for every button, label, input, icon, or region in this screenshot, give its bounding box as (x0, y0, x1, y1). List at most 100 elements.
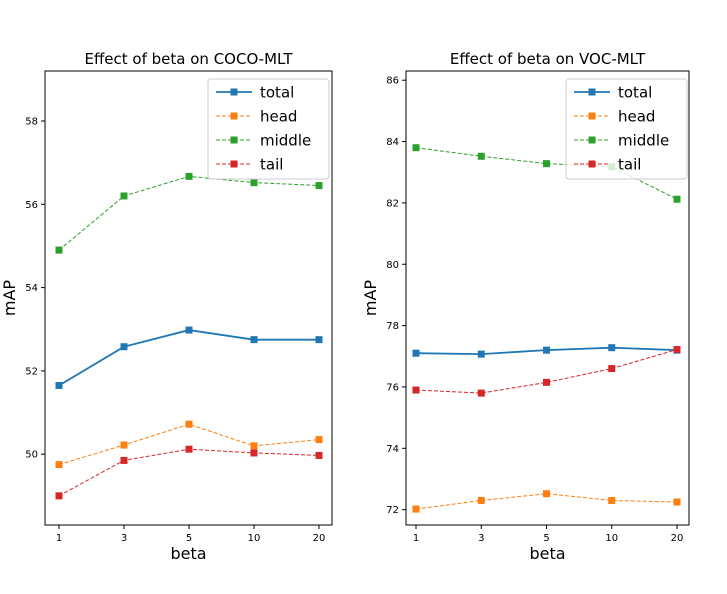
x-tick-label: 1 (56, 533, 62, 544)
series-tail (55, 445, 323, 500)
y-tick-label: 54 (25, 283, 38, 294)
y-axis-label: mAP (361, 280, 380, 317)
data-point-head (315, 436, 323, 444)
data-point-head (412, 505, 420, 513)
series-line-tail (58, 448, 320, 497)
data-point-head (673, 498, 681, 506)
data-point-total (543, 346, 550, 354)
data-point-tail (673, 346, 681, 354)
legend-label-head: head (260, 108, 297, 126)
data-point-tail (185, 445, 193, 453)
data-point-tail (315, 451, 323, 459)
series-middle (55, 172, 323, 254)
x-tick-label: 10 (248, 533, 261, 544)
series-line-tail (415, 349, 678, 394)
chart-title: Effect of beta on VOC-MLT (450, 50, 646, 68)
x-axis-label: beta (170, 544, 206, 563)
data-point-middle (120, 192, 128, 200)
y-tick-label: 80 (386, 260, 399, 271)
x-tick-label: 1 (413, 533, 419, 544)
legend-marker-middle (588, 136, 596, 144)
data-point-tail (477, 389, 485, 397)
data-point-middle (315, 182, 323, 190)
data-point-total (250, 336, 258, 344)
data-point-head (477, 496, 485, 504)
legend-marker-head (230, 112, 238, 120)
x-tick-label: 3 (121, 533, 127, 544)
data-point-middle (55, 246, 63, 254)
data-point-tail (412, 386, 420, 394)
legend: total head middle tail (207, 78, 330, 180)
y-axis-label: mAP (0, 280, 19, 317)
legend-label-total: total (618, 84, 652, 102)
data-point-head (608, 496, 616, 504)
data-point-total (120, 343, 128, 351)
x-tick-label: 20 (671, 533, 684, 544)
legend-marker-tail (230, 160, 238, 168)
x-axis-label: beta (529, 544, 565, 563)
data-point-total (412, 349, 420, 357)
plot-frame (405, 70, 690, 526)
y-tick-label: 82 (386, 198, 399, 209)
legend-marker-tail (588, 160, 596, 168)
series-head (412, 490, 681, 513)
data-point-middle (250, 179, 258, 187)
y-tick-label: 86 (386, 76, 399, 87)
legend-label-tail: tail (260, 156, 283, 174)
legend-marker-middle (230, 136, 238, 144)
legend-label-total: total (260, 84, 294, 102)
data-point-head (120, 441, 128, 449)
data-point-tail (608, 365, 616, 373)
data-point-middle (412, 144, 420, 152)
data-point-tail (120, 456, 128, 464)
data-point-total (185, 326, 193, 334)
data-point-head (250, 442, 258, 450)
data-point-total (608, 344, 616, 352)
y-tick-label: 50 (25, 450, 38, 461)
y-tick-label: 84 (386, 137, 399, 148)
y-tick-label: 76 (386, 382, 399, 393)
data-point-total (477, 350, 485, 358)
legend-marker-total (230, 88, 238, 96)
data-point-head (543, 490, 550, 498)
data-point-tail (543, 378, 550, 386)
legend-box (565, 78, 688, 180)
x-tick-label: 5 (186, 533, 192, 544)
data-point-tail (250, 449, 258, 457)
x-tick-label: 3 (478, 533, 484, 544)
data-point-tail (55, 492, 63, 500)
legend-label-middle: middle (260, 132, 311, 150)
series-line-head (58, 423, 320, 466)
x-tick-label: 10 (605, 533, 618, 544)
chart-panel-2: Effect of beta on VOC-MLT 1 3 5 10 20 72 74 76 78… (361, 50, 690, 563)
series-line-middle (58, 175, 320, 251)
chart-title: Effect of beta on COCO-MLT (85, 50, 294, 68)
series-total (55, 326, 323, 389)
series-line-head (415, 493, 678, 510)
y-tick-label: 56 (25, 200, 38, 211)
data-point-total (315, 336, 323, 344)
series-line-total (58, 329, 319, 387)
legend-label-tail: tail (618, 156, 641, 174)
data-point-head (185, 420, 193, 428)
series-total (412, 344, 681, 358)
y-tick-label: 78 (386, 321, 399, 332)
chart-panel-1: Effect of beta on COCO-MLT 1 3 5 10 20 50 52 54 5… (0, 50, 333, 563)
data-point-middle (477, 152, 485, 160)
legend-label-middle: middle (618, 132, 669, 150)
series-tail (412, 346, 681, 397)
data-point-total (55, 381, 63, 389)
legend-marker-total (588, 88, 596, 96)
y-tick-label: 58 (25, 116, 38, 127)
x-tick-label: 5 (543, 533, 549, 544)
series-head (55, 420, 323, 469)
legend-box (207, 78, 330, 180)
legend: total head middle tail (565, 78, 688, 180)
x-tick-label: 20 (313, 533, 326, 544)
data-point-middle (185, 172, 193, 180)
y-tick-label: 74 (386, 444, 399, 455)
series-line-middle (415, 147, 678, 200)
data-point-middle (543, 160, 550, 168)
